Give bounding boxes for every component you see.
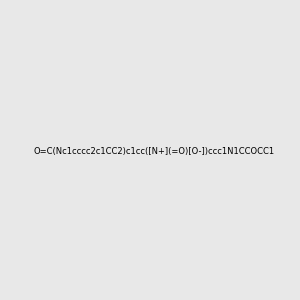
Text: O=C(Nc1cccc2c1CC2)c1cc([N+](=O)[O-])ccc1N1CCOCC1: O=C(Nc1cccc2c1CC2)c1cc([N+](=O)[O-])ccc1… [33, 147, 274, 156]
